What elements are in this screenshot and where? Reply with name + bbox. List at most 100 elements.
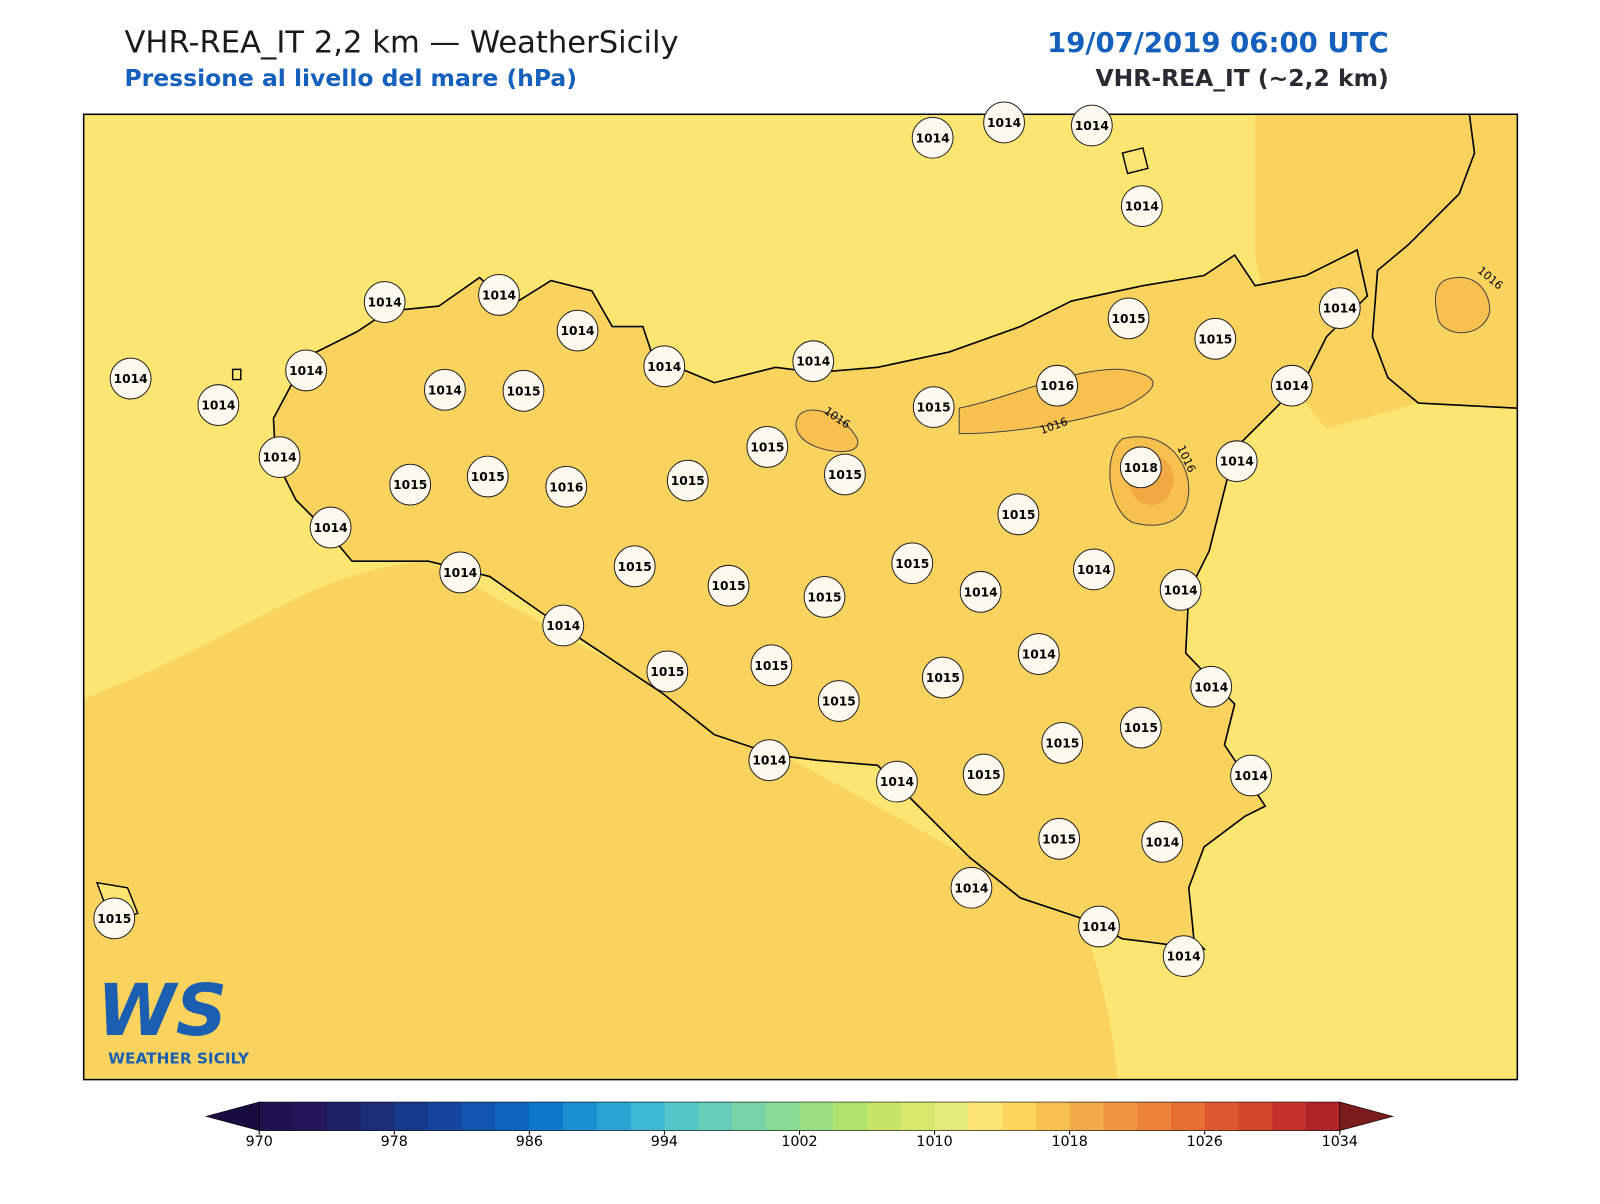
logo-name: WEATHER SICILY	[108, 1050, 250, 1068]
station: 1014	[792, 340, 835, 383]
station-marker	[363, 281, 406, 323]
station-label: 1015	[967, 768, 1001, 782]
colorbar-segment	[799, 1102, 834, 1131]
station-marker	[1038, 817, 1081, 860]
pressure-field	[83, 561, 1118, 1080]
colorbar-segment	[1035, 1102, 1071, 1131]
station-marker	[1036, 364, 1079, 407]
colorbar-segment	[563, 1102, 598, 1131]
station-marker	[997, 493, 1040, 536]
station-label: 1015	[895, 557, 929, 571]
station-marker	[912, 386, 955, 429]
station-marker	[1162, 935, 1205, 978]
station: 1015	[997, 493, 1040, 536]
station-label: 1015	[618, 560, 652, 574]
station-marker	[478, 273, 520, 316]
station-marker	[109, 357, 152, 400]
colorbar-tick-label: 1002	[781, 1134, 817, 1150]
station-label: 1015	[1112, 312, 1146, 326]
colorbar-segment	[765, 1102, 800, 1131]
station-marker	[258, 436, 301, 479]
colorbar-segment	[731, 1102, 767, 1131]
station: 1014	[1159, 568, 1202, 611]
calabria	[1371, 114, 1518, 409]
station-label: 1015	[671, 474, 705, 488]
title: VHR-REA_IT 2,2 km — WeatherSicily	[124, 25, 678, 60]
station-marker	[439, 551, 482, 594]
station-label: 1014	[263, 451, 297, 465]
station-marker	[911, 116, 954, 159]
station-label: 1015	[471, 470, 505, 484]
colorbar-segment	[1137, 1102, 1172, 1131]
station: 1014	[911, 116, 954, 159]
station-label: 1014	[1022, 648, 1056, 662]
colorbar-tick-label: 1026	[1187, 1134, 1223, 1150]
station-label: 1014	[1077, 563, 1111, 577]
colorbar-segment	[596, 1102, 632, 1131]
colorbar-tick-label: 1018	[1051, 1134, 1087, 1150]
station-marker	[1078, 905, 1120, 948]
contour	[1434, 276, 1491, 334]
station-label: 1014	[987, 116, 1021, 130]
station-label: 1014	[314, 521, 348, 535]
station: 1014	[1017, 633, 1060, 675]
station-label: 1014	[443, 566, 477, 580]
station-label: 1015	[926, 671, 960, 685]
station-label: 1014	[796, 355, 830, 369]
station-marker	[983, 101, 1025, 144]
colorbar-segment	[1238, 1102, 1273, 1131]
station-label: 1014	[1275, 379, 1309, 393]
station-marker	[545, 465, 588, 508]
station: 1014	[1190, 665, 1233, 708]
colorbar-under	[204, 1101, 260, 1132]
station-label: 1015	[1001, 508, 1035, 522]
station: 1015	[750, 644, 793, 687]
station-marker	[1119, 446, 1162, 489]
station: 1014	[285, 349, 328, 392]
station-label: 1015	[822, 695, 856, 709]
station-label: 1014	[289, 364, 323, 378]
station: 1015	[646, 650, 689, 693]
colorbar-segment	[698, 1102, 733, 1131]
station-marker	[746, 426, 789, 468]
station-label: 1016	[1040, 379, 1074, 393]
date: 19/07/2019 06:00 UTC	[1047, 27, 1389, 59]
station: 1014	[556, 309, 599, 352]
colorbar-segment	[292, 1102, 328, 1131]
station-label: 1014	[1323, 302, 1357, 316]
station: 1014	[109, 357, 152, 400]
station-marker	[1072, 548, 1115, 591]
station-label: 1015	[828, 468, 862, 482]
station: 1015	[613, 545, 656, 588]
station: 1014	[1318, 287, 1361, 330]
station-marker	[891, 542, 934, 585]
colorbar-segment	[529, 1102, 564, 1131]
station: 1015	[912, 386, 955, 429]
station-label: 1015	[506, 384, 540, 398]
colorbar-tick-label: 1010	[916, 1134, 952, 1150]
station: 1014	[983, 101, 1025, 144]
station: 1015	[1107, 297, 1150, 340]
station: 1015	[389, 463, 432, 506]
station-marker	[1318, 287, 1361, 330]
station-label: 1015	[1045, 736, 1079, 750]
station: 1015	[1119, 706, 1162, 749]
station-label: 1014	[1082, 920, 1116, 934]
station-marker	[1107, 297, 1150, 340]
station-label: 1014	[954, 881, 988, 895]
station-label: 1014	[964, 585, 998, 599]
colorbar-segment	[259, 1102, 294, 1131]
station-marker	[1119, 706, 1162, 749]
station-marker	[93, 897, 136, 940]
model: VHR-REA_IT (~2,2 km)	[1096, 64, 1389, 92]
station: 1016	[1036, 364, 1079, 407]
station-marker	[750, 644, 793, 687]
station-marker	[823, 453, 866, 496]
colorbar-segment	[630, 1102, 665, 1131]
map-frame	[82, 113, 1519, 1081]
station-marker	[803, 576, 846, 618]
station: 1015	[466, 455, 509, 498]
station: 1014	[959, 570, 1002, 613]
station-label: 1014	[1125, 200, 1159, 214]
station-label: 1015	[754, 659, 788, 673]
